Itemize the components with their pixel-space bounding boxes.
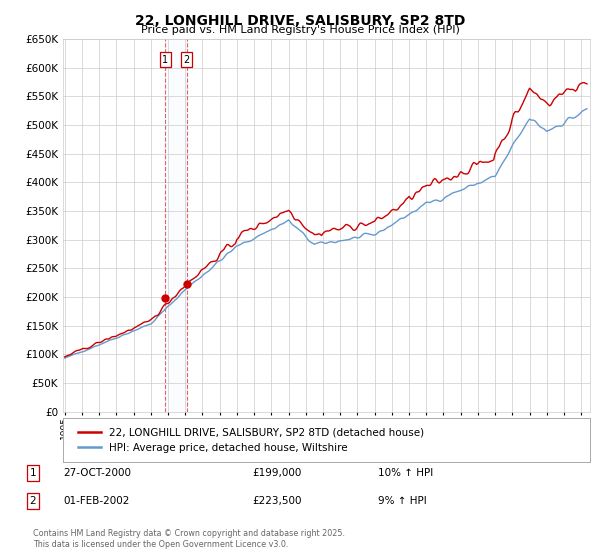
Text: 1: 1 — [162, 55, 168, 65]
Legend: 22, LONGHILL DRIVE, SALISBURY, SP2 8TD (detached house), HPI: Average price, det: 22, LONGHILL DRIVE, SALISBURY, SP2 8TD (… — [73, 423, 428, 457]
Text: 27-OCT-2000: 27-OCT-2000 — [63, 468, 131, 478]
Text: 1: 1 — [29, 468, 37, 478]
Text: 2: 2 — [184, 55, 190, 65]
Text: 01-FEB-2002: 01-FEB-2002 — [63, 496, 130, 506]
Text: Price paid vs. HM Land Registry's House Price Index (HPI): Price paid vs. HM Land Registry's House … — [140, 25, 460, 35]
Text: 2: 2 — [29, 496, 37, 506]
Text: £223,500: £223,500 — [252, 496, 302, 506]
Text: 10% ↑ HPI: 10% ↑ HPI — [378, 468, 433, 478]
Text: Contains HM Land Registry data © Crown copyright and database right 2025.
This d: Contains HM Land Registry data © Crown c… — [33, 529, 345, 549]
Bar — [165, 39, 187, 412]
Text: £199,000: £199,000 — [252, 468, 301, 478]
Text: 22, LONGHILL DRIVE, SALISBURY, SP2 8TD: 22, LONGHILL DRIVE, SALISBURY, SP2 8TD — [135, 14, 465, 28]
Text: 9% ↑ HPI: 9% ↑ HPI — [378, 496, 427, 506]
